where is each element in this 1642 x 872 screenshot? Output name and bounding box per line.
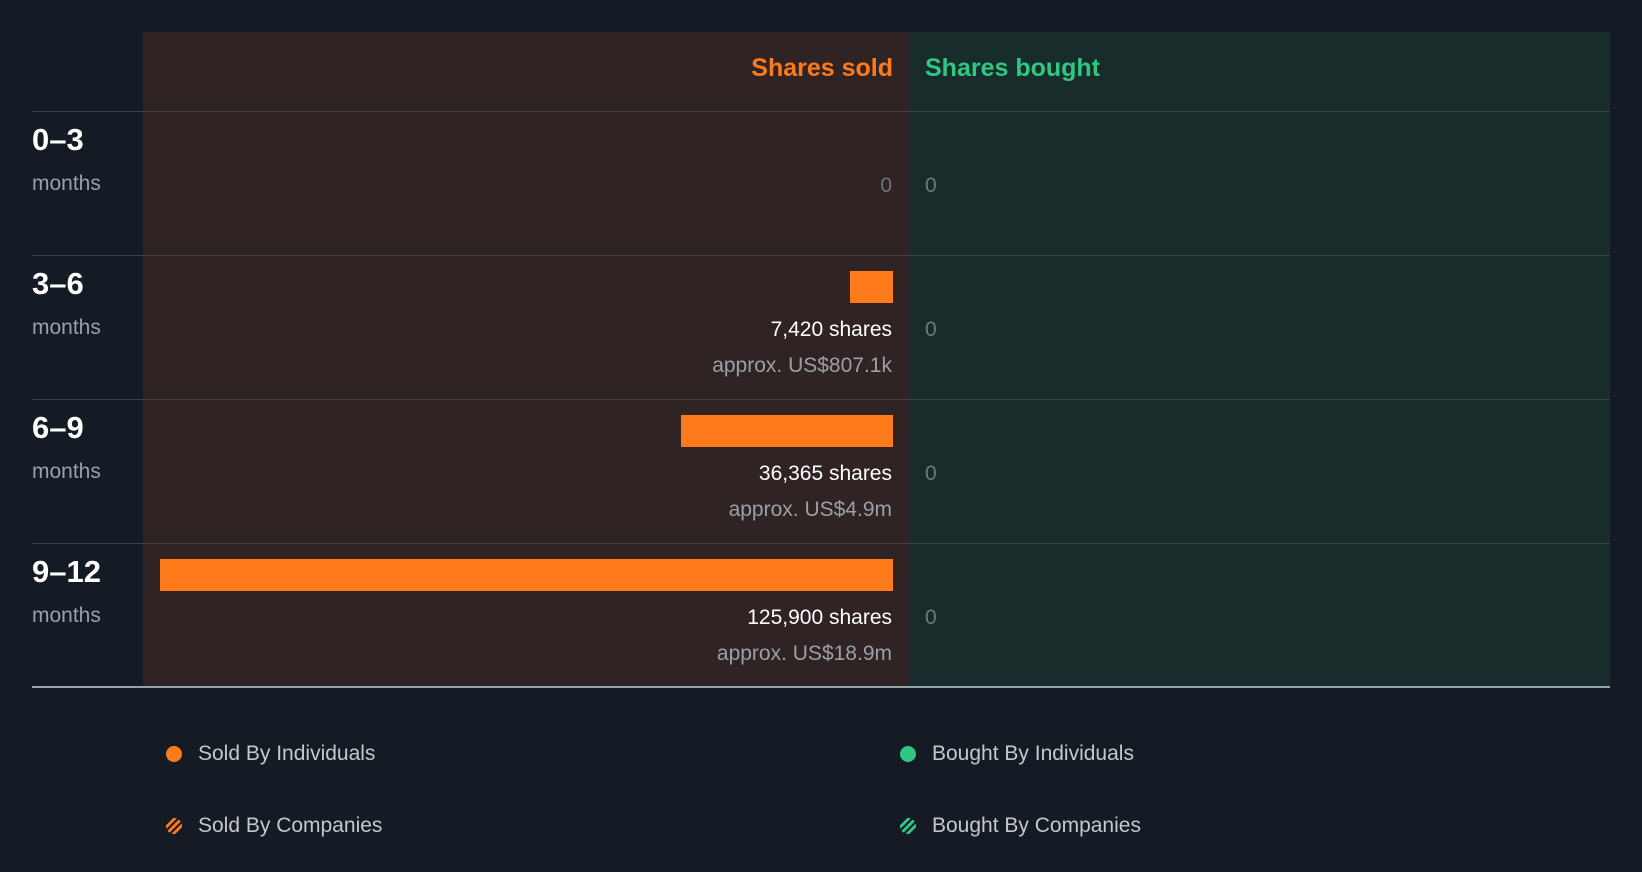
bought-value: 0 — [925, 462, 937, 485]
sold-companies-hatch-icon — [166, 818, 182, 834]
period-row-0-3: 0–3 months 0 0 — [0, 112, 1642, 256]
shares-sold-header: Shares sold — [751, 54, 893, 82]
row-divider — [32, 399, 1610, 400]
sold-shares-label: 125,900 shares — [747, 606, 892, 629]
legend-bought-companies: Bought By Companies — [900, 811, 1141, 841]
sold-value-label: approx. US$4.9m — [728, 498, 892, 521]
period-row-6-9: 6–9 months 36,365 shares approx. US$4.9m… — [0, 400, 1642, 544]
legend-label: Sold By Individuals — [198, 742, 376, 765]
period-unit: months — [32, 172, 101, 195]
bought-companies-hatch-icon — [900, 818, 916, 834]
bought-value: 0 — [925, 606, 937, 629]
legend-sold-companies: Sold By Companies — [166, 811, 382, 841]
legend-label: Bought By Companies — [932, 814, 1141, 837]
period-unit: months — [32, 604, 101, 627]
shares-bought-panel — [909, 32, 1610, 687]
sold-value-label: approx. US$18.9m — [716, 642, 892, 665]
period-unit: months — [32, 316, 101, 339]
period-unit: months — [32, 460, 101, 483]
legend-label: Sold By Companies — [198, 814, 383, 837]
chart-baseline — [32, 686, 1610, 688]
sold-shares-label: 36,365 shares — [758, 462, 892, 485]
bought-individuals-dot-icon — [900, 746, 916, 762]
period-label: 6–9 — [32, 410, 84, 445]
bought-value: 0 — [925, 174, 937, 197]
sold-value-label: approx. US$807.1k — [712, 354, 892, 377]
row-divider — [32, 111, 1610, 112]
sold-individuals-dot-icon — [166, 746, 182, 762]
sold-bar — [849, 271, 893, 303]
shares-bought-header: Shares bought — [925, 54, 1101, 82]
row-divider — [32, 543, 1610, 544]
period-label: 9–12 — [32, 554, 101, 589]
period-label: 3–6 — [32, 266, 84, 301]
legend-label: Bought By Individuals — [932, 742, 1134, 765]
period-row-3-6: 3–6 months 7,420 shares approx. US$807.1… — [0, 256, 1642, 400]
legend-bought-individuals: Bought By Individuals — [900, 739, 1134, 769]
sold-shares-label: 7,420 shares — [770, 318, 892, 341]
legend-sold-individuals: Sold By Individuals — [166, 739, 375, 769]
row-divider — [32, 255, 1610, 256]
sold-bar — [160, 559, 893, 591]
sold-zero-value: 0 — [880, 174, 892, 197]
period-row-9-12: 9–12 months 125,900 shares approx. US$18… — [0, 544, 1642, 688]
bought-value: 0 — [925, 318, 937, 341]
sold-bar — [681, 415, 893, 447]
period-label: 0–3 — [32, 122, 84, 157]
